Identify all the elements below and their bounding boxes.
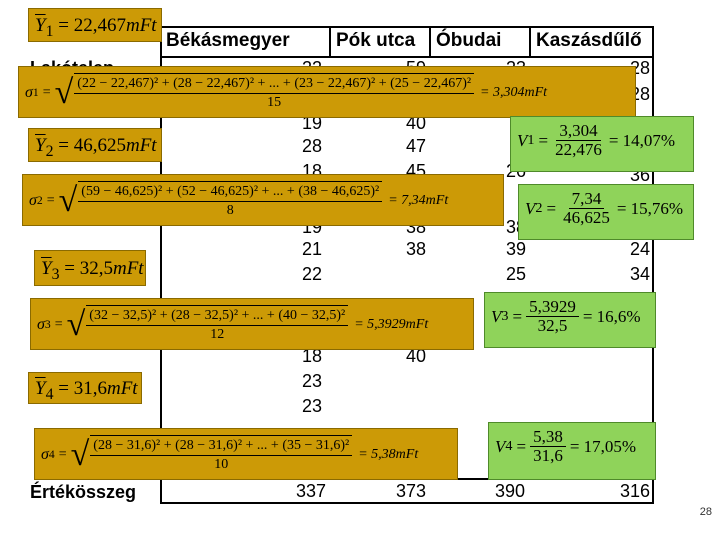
variation-numerator: 3,304	[556, 122, 601, 141]
variation-result: = 16,6%	[582, 306, 641, 326]
sigma-result: = 5,3929mFt	[354, 316, 429, 332]
row-label-total: Értékösszeg	[30, 482, 137, 502]
mean-value: 32,5	[79, 258, 113, 279]
variation-sub: 1	[527, 132, 535, 148]
mean-box-1: Y1 = 22,467mFt	[28, 8, 162, 42]
cell: 38	[405, 239, 426, 259]
sigma-sub: 2	[36, 194, 43, 207]
sigma-numerator: (59 − 46,625)² + (52 − 46,625)² + ... + …	[78, 183, 383, 202]
variation-sub: 4	[505, 438, 513, 454]
cell: 22	[301, 264, 322, 284]
cell: 47	[405, 136, 426, 156]
cell: 23	[301, 396, 322, 416]
cell: 19	[301, 113, 322, 133]
mean-unit: mFt	[125, 135, 157, 156]
mean-unit: mFt	[106, 378, 138, 399]
mean-box-4: Y4 = 31,6mFt	[28, 372, 142, 404]
sigma-sub: 1	[32, 86, 39, 99]
mean-sub: 2	[45, 142, 54, 160]
cell: 39	[505, 239, 526, 259]
cell: 25	[505, 264, 526, 284]
header-pok-utca: Pók utca	[336, 30, 416, 51]
mean-symbol: Y	[41, 258, 52, 279]
mean-unit: mFt	[112, 258, 144, 279]
header-obudai: Óbudai	[436, 30, 502, 51]
mean-symbol: Y	[35, 135, 46, 156]
total-pok-utca: 373	[395, 481, 426, 501]
cell: 34	[629, 264, 650, 284]
variation-sub: 2	[535, 200, 543, 216]
cell: 21	[301, 239, 322, 259]
sigma-sub: 4	[48, 448, 55, 461]
page-number: 28	[699, 506, 712, 518]
mean-symbol: Y	[35, 378, 46, 399]
total-obudai: 390	[494, 481, 525, 501]
variation-numerator: 7,34	[568, 190, 605, 209]
variation-denominator: 46,625	[563, 208, 610, 227]
header-separator	[429, 26, 431, 56]
sigma-denominator: 15	[267, 95, 282, 110]
header-separator	[329, 26, 331, 56]
sigma-result: = 3,304mFt	[480, 84, 548, 100]
cell: 18	[301, 346, 322, 366]
variation-denominator: 32,5	[537, 316, 568, 335]
cell: 28	[301, 136, 322, 156]
variation-denominator: 22,476	[555, 140, 602, 159]
cell: 24	[629, 239, 650, 259]
mean-sub: 3	[51, 265, 60, 283]
variation-numerator: 5,3929	[526, 298, 579, 317]
header-kaszasdulo: Kaszásdűlő	[536, 30, 642, 51]
variation-numerator: 5,38	[530, 428, 566, 447]
sigma-numerator: (22 − 22,467)² + (28 − 22,467)² + ... + …	[74, 75, 475, 94]
total-kaszasdulo: 316	[619, 481, 650, 501]
data-table-frame	[160, 26, 654, 504]
header-bekasmegyer: Békásmegyer	[166, 30, 290, 51]
total-bekasmegyer: 337	[295, 481, 326, 501]
variation-result: = 15,76%	[616, 198, 684, 218]
cell: 40	[405, 113, 426, 133]
mean-sub: 1	[45, 22, 54, 40]
mean-value: 46,625	[73, 135, 126, 156]
mean-sub: 4	[45, 385, 54, 403]
mean-value: 31,6	[73, 378, 107, 399]
sigma-denominator: 10	[214, 457, 229, 472]
variation-result: = 17,05%	[569, 436, 637, 456]
cell: 40	[405, 346, 426, 366]
sigma-denominator: 12	[210, 327, 225, 342]
variation-denominator: 31,6	[533, 446, 563, 465]
mean-unit: mFt	[125, 15, 157, 36]
cell: 23	[301, 371, 322, 391]
sigma-numerator: (28 − 31,6)² + (28 − 31,6)² + ... + (35 …	[90, 437, 353, 456]
mean-box-3: Y3 = 32,5mFt	[34, 250, 146, 286]
sigma-denominator: 8	[226, 203, 234, 218]
sigma-result: = 5,38mFt	[358, 446, 419, 462]
variation-result: = 14,07%	[608, 130, 676, 150]
header-divider	[160, 56, 654, 58]
sigma-numerator: (32 − 32,5)² + (28 − 32,5)² + ... + (40 …	[86, 307, 349, 326]
header-separator	[529, 26, 531, 56]
sigma-result: = 7,34mFt	[388, 192, 449, 208]
mean-box-2: Y2 = 46,625mFt	[28, 128, 162, 162]
mean-value: 22,467	[73, 15, 126, 36]
sigma-sub: 3	[44, 318, 51, 331]
variation-sub: 3	[501, 308, 509, 324]
mean-symbol: Y	[35, 15, 46, 36]
